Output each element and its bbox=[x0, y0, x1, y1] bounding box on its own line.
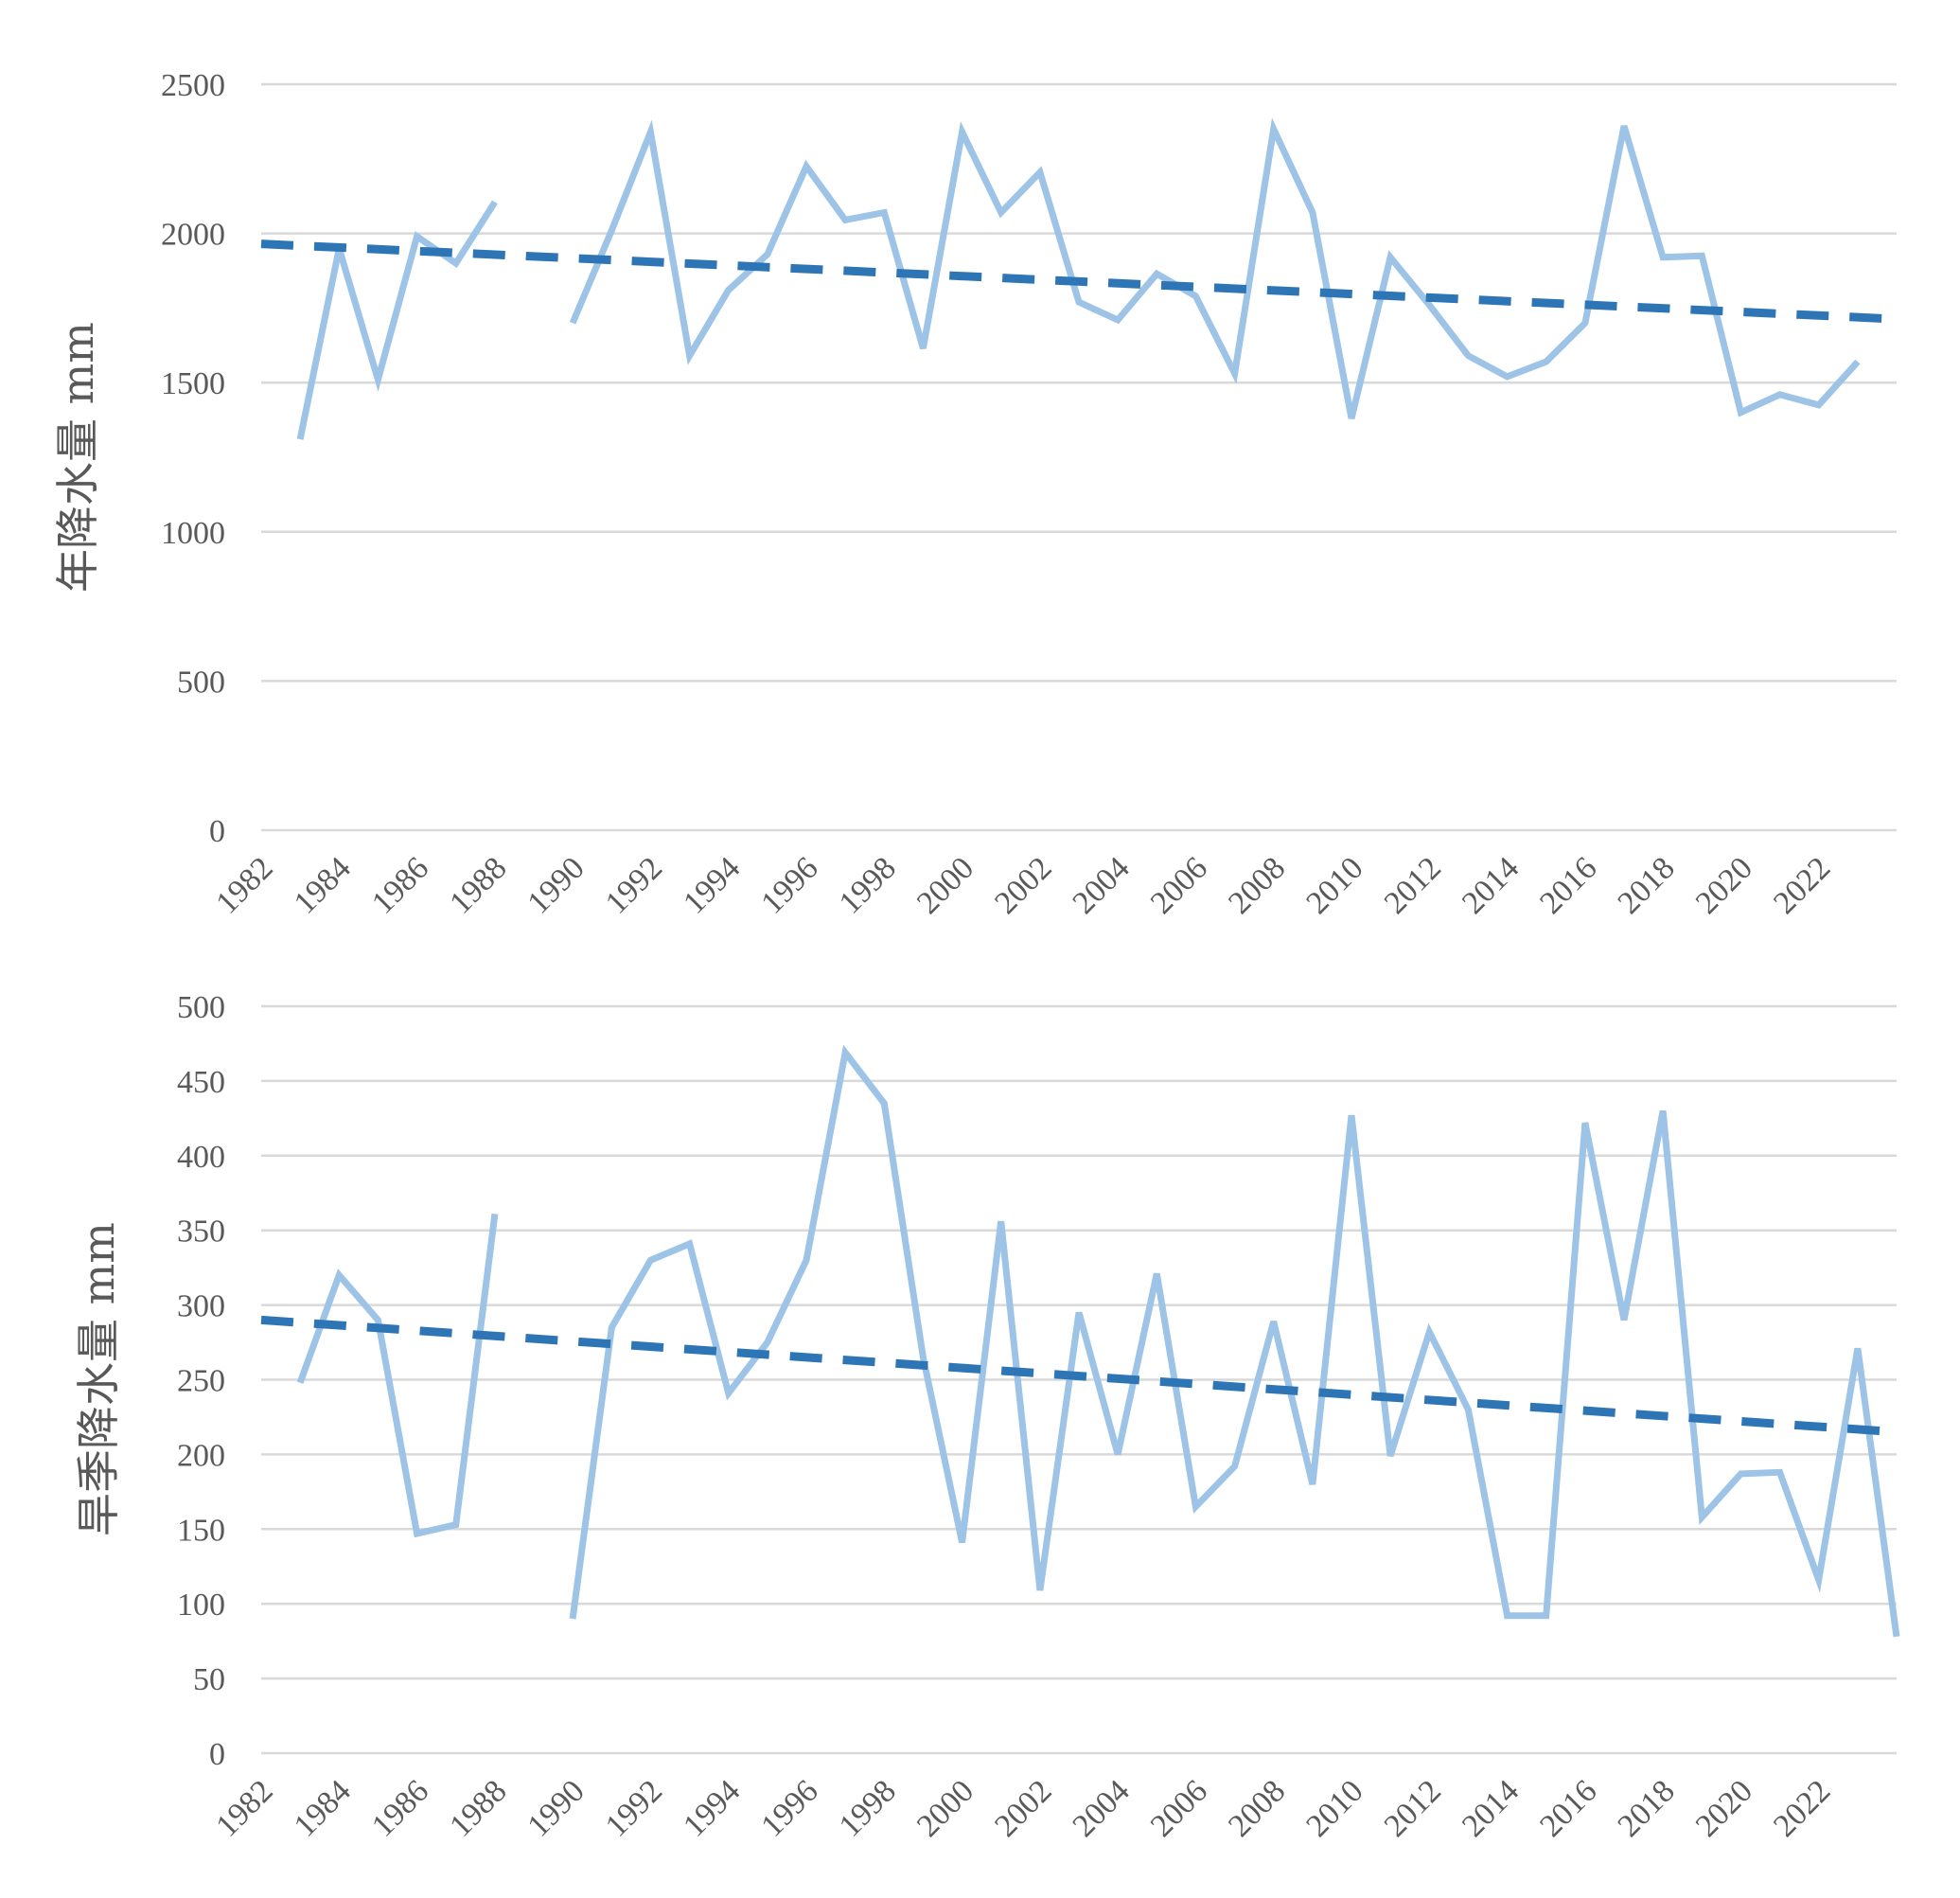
x-tick-label: 2016 bbox=[1533, 850, 1603, 920]
y-tick-label: 250 bbox=[177, 1364, 225, 1399]
x-tick-label: 2002 bbox=[988, 850, 1058, 920]
x-tick-label: 1996 bbox=[754, 850, 824, 920]
x-tick-label: 2010 bbox=[1299, 1773, 1369, 1843]
linear-trendline bbox=[260, 239, 1898, 324]
x-tick-label: 2018 bbox=[1612, 1773, 1682, 1843]
x-tick-label: 1986 bbox=[365, 850, 435, 920]
y-tick-label: 300 bbox=[177, 1289, 225, 1324]
x-tick-label: 1988 bbox=[443, 850, 513, 920]
x-tick-label: 1998 bbox=[833, 850, 903, 920]
x-tick-label: 1996 bbox=[754, 1773, 824, 1843]
x-tick-label: 1984 bbox=[288, 850, 358, 920]
x-tick-label: 1994 bbox=[677, 1773, 747, 1843]
x-tick-label: 2002 bbox=[988, 1773, 1058, 1843]
x-tick-label: 1986 bbox=[365, 1773, 435, 1843]
x-tick-label: 2006 bbox=[1144, 1773, 1214, 1843]
x-tick-label: 2000 bbox=[910, 1773, 980, 1843]
y-tick-label: 500 bbox=[177, 665, 225, 700]
precipitation-series-line bbox=[296, 1044, 1900, 1638]
x-tick-label: 2000 bbox=[910, 850, 980, 920]
x-tick-label: 1990 bbox=[521, 850, 592, 920]
y-tick-label: 150 bbox=[177, 1513, 225, 1548]
x-tick-label: 2010 bbox=[1299, 850, 1369, 920]
x-tick-label: 2006 bbox=[1144, 850, 1214, 920]
y-tick-label: 450 bbox=[177, 1065, 225, 1100]
y-tick-label: 500 bbox=[177, 990, 225, 1025]
y-tick-label: 200 bbox=[177, 1438, 225, 1473]
y-tick-label: 350 bbox=[177, 1215, 225, 1250]
y-tick-label: 100 bbox=[177, 1588, 225, 1623]
x-tick-label: 2008 bbox=[1222, 850, 1292, 920]
x-tick-label: 2016 bbox=[1533, 1773, 1603, 1843]
x-tick-label: 2004 bbox=[1067, 1773, 1137, 1843]
x-tick-label: 1992 bbox=[599, 1773, 669, 1843]
y-tick-label: 0 bbox=[209, 814, 225, 849]
x-tick-label: 2020 bbox=[1689, 1773, 1759, 1843]
x-tick-label: 1992 bbox=[599, 850, 669, 920]
x-tick-label: 1990 bbox=[521, 1773, 592, 1843]
x-tick-label: 2004 bbox=[1067, 850, 1137, 920]
x-tick-label: 2014 bbox=[1456, 1773, 1526, 1843]
x-tick-label: 1984 bbox=[288, 1773, 358, 1843]
x-tick-label: 2020 bbox=[1689, 850, 1759, 920]
x-tick-label: 2022 bbox=[1767, 850, 1837, 920]
annual-precipitation-chart: 0 500 1000 1500 2000 2500 1982 1984 1986 1988 1990… bbox=[52, 68, 1898, 921]
x-tick-label: 1982 bbox=[209, 1773, 279, 1843]
x-tick-label: 1988 bbox=[443, 1773, 513, 1843]
x-tick-label: 2012 bbox=[1378, 850, 1448, 920]
y-axis-title: 年降水量 mm bbox=[52, 322, 103, 593]
x-tick-label: 2014 bbox=[1456, 850, 1526, 920]
y-tick-label: 1500 bbox=[161, 366, 225, 401]
x-tick-label: 1998 bbox=[833, 1773, 903, 1843]
y-tick-label: 0 bbox=[209, 1737, 225, 1772]
y-tick-label: 400 bbox=[177, 1140, 225, 1175]
y-tick-label: 2500 bbox=[161, 68, 225, 103]
x-tick-label: 2012 bbox=[1378, 1773, 1448, 1843]
x-tick-label: 2018 bbox=[1612, 850, 1682, 920]
y-axis-title: 旱季降水量 mm bbox=[73, 1222, 124, 1536]
linear-trendline bbox=[260, 1315, 1898, 1437]
x-tick-label: 1994 bbox=[677, 850, 747, 920]
precipitation-series-line bbox=[296, 117, 1861, 440]
y-tick-label: 1000 bbox=[161, 516, 225, 551]
y-tick-label: 2000 bbox=[161, 218, 225, 253]
x-tick-label: 2022 bbox=[1767, 1773, 1837, 1843]
y-tick-label: 50 bbox=[193, 1662, 225, 1697]
x-tick-label: 2008 bbox=[1222, 1773, 1292, 1843]
x-tick-label: 1982 bbox=[209, 850, 279, 920]
